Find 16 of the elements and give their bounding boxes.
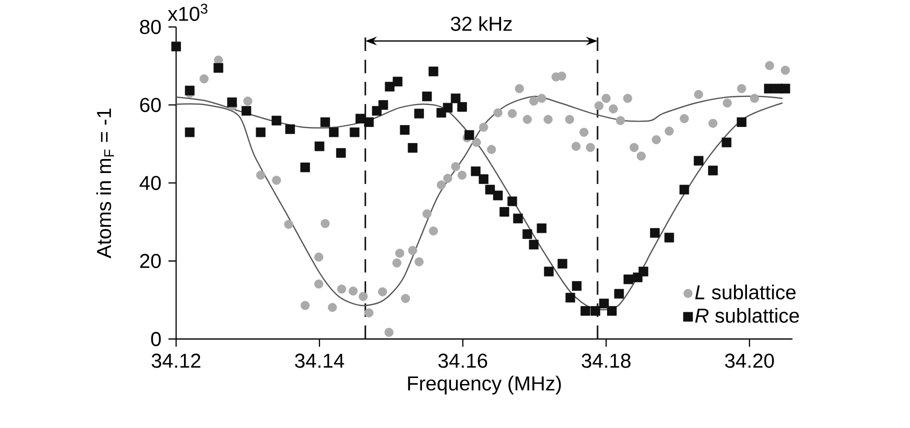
x-axis-title: Frequency (MHz): [408, 376, 561, 395]
y-tick-label: 60: [140, 98, 161, 112]
x-tick-label: 34.14: [295, 354, 344, 368]
annotation: 32 kHz: [450, 16, 512, 32]
y-axis-title: Atoms in m$_{F}$ = -1: [96, 108, 114, 258]
legend-label: R sublattice: [695, 308, 799, 323]
text: x10$^{3}$: [168, 4, 208, 22]
x-tick-label: 34.16: [438, 354, 488, 368]
legend-label: L sublattice: [695, 284, 796, 300]
x-tick-label: 34.12: [152, 354, 200, 368]
y-tick-label: 0: [151, 332, 161, 346]
x-tick-label: 34.18: [582, 354, 630, 368]
x-tick-label: 34.20: [725, 354, 774, 368]
y-tick-label: 40: [140, 176, 161, 190]
y-tick-label: 80: [140, 20, 161, 34]
y-tick-label: 20: [140, 254, 161, 268]
